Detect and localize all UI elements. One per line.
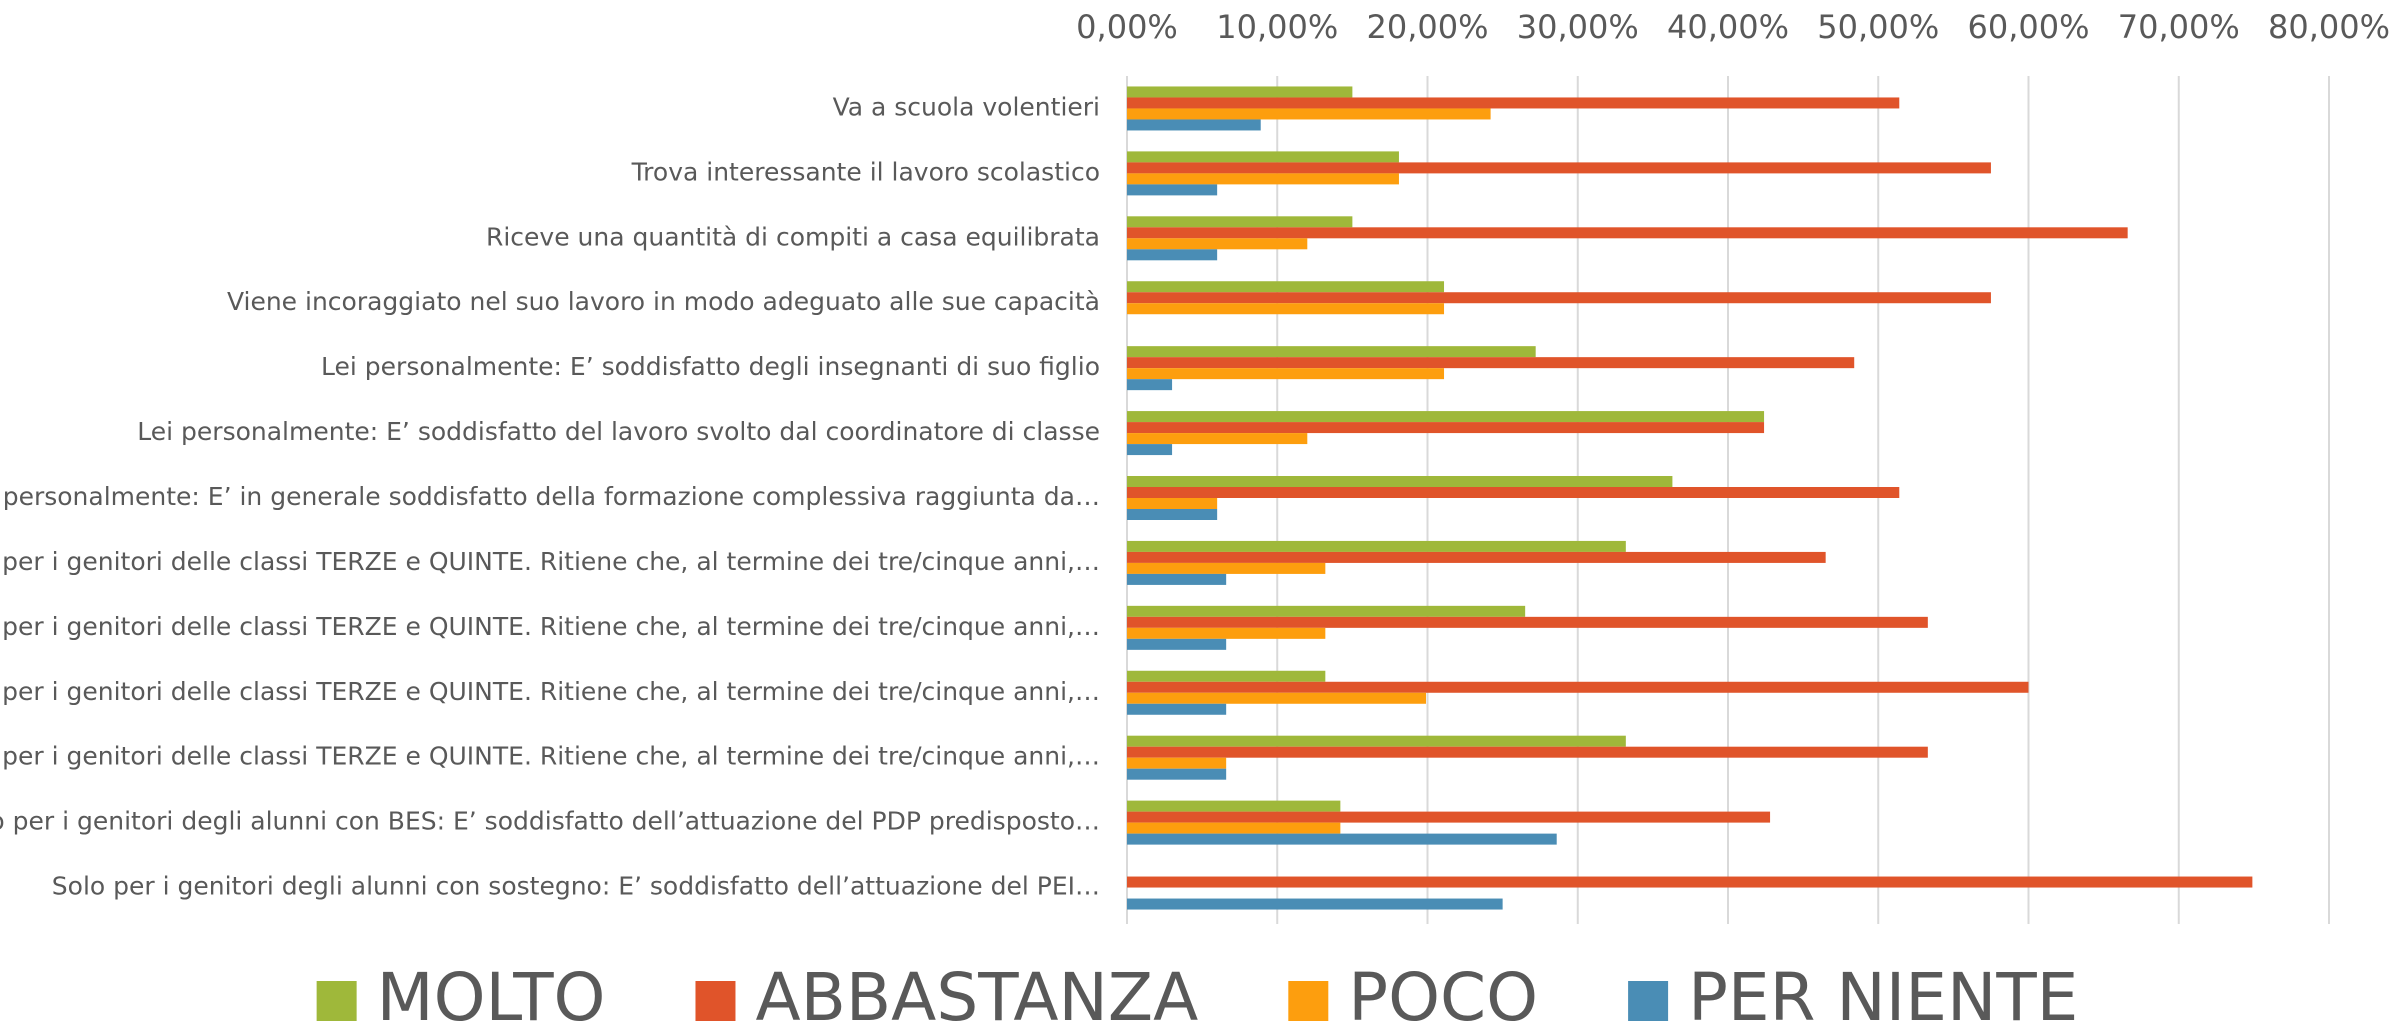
- bar: [1127, 757, 1227, 769]
- x-tick-label: 10,00%: [1216, 8, 1338, 46]
- x-tick-label: 60,00%: [1967, 8, 2089, 46]
- bar: [1127, 444, 1173, 456]
- legend-label: MOLTO: [377, 959, 606, 1029]
- legend-swatch: [1628, 981, 1669, 1021]
- bar: [1127, 833, 1557, 845]
- bar: [1127, 151, 1399, 163]
- bar: [1127, 876, 2253, 888]
- bar: [1127, 227, 2128, 239]
- legend-label: ABBASTANZA: [755, 959, 1198, 1029]
- bar: [1127, 562, 1326, 574]
- bar: [1127, 108, 1491, 120]
- bar: [1127, 822, 1341, 834]
- bar: [1127, 346, 1536, 358]
- bar: [1127, 638, 1227, 650]
- bar: [1127, 735, 1626, 747]
- legend-swatch: [316, 981, 357, 1021]
- category-label: Viene incoraggiato nel suo lavoro in mod…: [227, 287, 1100, 316]
- bar: [1127, 540, 1626, 552]
- bar: [1127, 898, 1503, 910]
- bar: [1127, 162, 1991, 174]
- category-label: Lei personalmente: E’ soddisfatto del la…: [137, 417, 1100, 446]
- bar: [1127, 800, 1341, 812]
- bar: [1127, 216, 1353, 228]
- legend-swatch: [695, 981, 736, 1021]
- x-tick-label: 20,00%: [1366, 8, 1488, 46]
- bar: [1127, 368, 1445, 380]
- category-label: Solo per i genitori delle classi TERZE e…: [0, 742, 1100, 771]
- bar: [1127, 476, 1673, 487]
- bar: [1127, 184, 1218, 196]
- category-label: Solo per i genitori delle classi TERZE e…: [0, 547, 1100, 576]
- bar: [1127, 433, 1308, 445]
- bar: [1127, 768, 1227, 780]
- x-tick-label: 0,00%: [1076, 8, 1178, 46]
- bar: [1127, 692, 1426, 704]
- bar: [1127, 670, 1326, 682]
- x-tick-label: 80,00%: [2268, 8, 2390, 46]
- bar: [1127, 238, 1308, 250]
- bar: [1127, 97, 1900, 109]
- bar: [1127, 627, 1326, 639]
- bar: [1127, 119, 1261, 131]
- bar: [1127, 249, 1218, 261]
- bar: [1127, 379, 1173, 391]
- category-label: Trova interessante il lavoro scolastico: [631, 157, 1100, 186]
- bar: [1127, 605, 1526, 617]
- bar: [1127, 487, 1900, 498]
- bar: [1127, 86, 1353, 98]
- category-label: Solo per i genitori degli alunni con sos…: [52, 872, 1100, 901]
- category-label: Solo per i genitori delle classi TERZE e…: [0, 677, 1100, 706]
- bar: [1127, 551, 1826, 563]
- x-tick-label: 40,00%: [1667, 8, 1789, 46]
- bar: [1127, 498, 1218, 509]
- category-label: Lei personalmente: E’ in generale soddis…: [0, 482, 1100, 511]
- bar: [1127, 173, 1399, 185]
- bar: [1127, 573, 1227, 585]
- bar: [1127, 681, 2029, 693]
- bar: [1127, 616, 1928, 628]
- x-tick-label: 30,00%: [1517, 8, 1639, 46]
- x-tick-label: 70,00%: [2118, 8, 2240, 46]
- category-label: Solo per i genitori delle classi TERZE e…: [0, 612, 1100, 641]
- bar: [1127, 292, 1991, 304]
- category-label: Va a scuola volentieri: [833, 92, 1100, 121]
- bar: [1127, 509, 1218, 520]
- bar: [1127, 357, 1855, 369]
- legend-label: PER NIENTE: [1688, 959, 2078, 1029]
- bar: [1127, 746, 1928, 758]
- category-label: Lei personalmente: E’ soddisfatto degli …: [321, 352, 1100, 381]
- bar: [1127, 703, 1227, 715]
- category-label: Solo per i genitori degli alunni con BES…: [0, 807, 1100, 836]
- legend-label: POCO: [1348, 959, 1538, 1029]
- bar: [1127, 411, 1765, 423]
- bar: [1127, 281, 1445, 293]
- x-tick-label: 50,00%: [1817, 8, 1939, 46]
- bar: [1127, 303, 1445, 315]
- bar: [1127, 422, 1765, 434]
- category-label: Riceve una quantità di compiti a casa eq…: [486, 222, 1100, 251]
- bar: [1127, 811, 1771, 823]
- legend-swatch: [1288, 981, 1329, 1021]
